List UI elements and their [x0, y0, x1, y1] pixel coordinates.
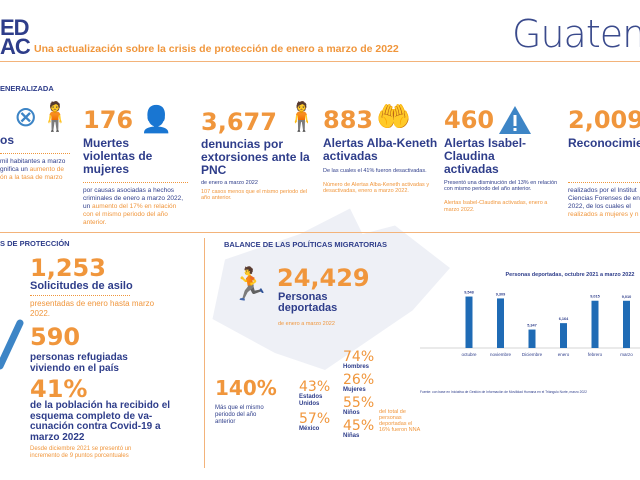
gender-stat-men: 74% Hombres — [343, 349, 375, 370]
asylum-label: Solicitudes de asilo — [30, 280, 133, 292]
section-title-protection: S DE PROTECCIÓN — [0, 239, 70, 248]
isabel-label: Alertas Isabel-Claudina activadas — [444, 136, 527, 176]
asylum-number: 1,253 — [30, 254, 106, 282]
divider — [0, 232, 640, 233]
refugees-label: personas refugiadas viviendo en el país — [30, 352, 128, 374]
alba-note: Número de Alertas Alba-Keneth activadas … — [323, 182, 430, 194]
dotted-line — [0, 150, 70, 154]
gender-stat-boys: 55% Niños — [343, 395, 375, 416]
extortion-desc: de enero a marzo 2022 — [201, 180, 258, 186]
bar-value-label: 9,548 — [464, 291, 474, 295]
origin-stat-us: 43% Estados Unidos — [299, 379, 331, 407]
gender-stat-girls: 45% Niñas — [343, 418, 375, 439]
section-title-violence: ENERALIZADA — [0, 84, 54, 93]
vaccine-label: de la población ha recibido el esquema c… — [30, 400, 171, 443]
bar-value-label: 9,010 — [622, 295, 632, 299]
deported-desc: de enero a marzo 2022 — [278, 321, 335, 327]
chart-source: Fuente: con base en Iniciativa de Gestió… — [420, 390, 587, 394]
bar-value-label: 9,015 — [590, 295, 600, 299]
bar-value-label: 6,164 — [559, 317, 569, 321]
women-desc: por causas asociadas a hechos criminales… — [83, 182, 188, 227]
homicides-label: os — [0, 133, 15, 147]
warning-icon — [499, 106, 531, 134]
bar-value-label: 5,347 — [527, 324, 537, 328]
refugees-number: 590 — [30, 323, 81, 351]
bar-febrero — [591, 300, 599, 348]
extortion-number: 3,677 — [201, 108, 277, 136]
divider — [0, 61, 640, 62]
x-tick-label: enero — [558, 352, 570, 357]
increase-label: Más que el mismo periodo del año anterio… — [215, 405, 264, 425]
deported-bar-chart: Personas deportadas, octubre 2021 a marz… — [420, 272, 640, 394]
bar-noviembre — [497, 298, 504, 348]
bar-Diciembre — [528, 329, 536, 348]
bar-value-label: 9,309 — [496, 292, 506, 296]
women-label: Muertes violentas de mujeres — [83, 136, 153, 176]
medical-number: 2,009 — [568, 106, 640, 134]
medical-label: Reconocimiento médicos por de sexuales — [568, 137, 640, 150]
medical-desc: realizados por el Institut Ciencias Fore… — [568, 182, 640, 219]
x-tick-label: octubre — [461, 352, 477, 357]
bar-marzo — [623, 300, 630, 348]
woman-x-icon: 👤 — [140, 104, 173, 134]
bar-octubre — [465, 296, 473, 348]
dotted-line — [30, 293, 130, 296]
person-alert-icon: 🧍 — [284, 101, 319, 132]
extortion-note: 107 casos menos que el mismo periodo del… — [201, 189, 308, 201]
x-tick-label: marzo — [620, 352, 633, 357]
x-tick-label: febrero — [588, 352, 603, 357]
alba-desc: De las cuales el 41% fueron desactivadas… — [323, 168, 427, 174]
vaccine-desc: Desde diciembre 2021 se presentó un incr… — [30, 446, 132, 459]
checkmark-icon — [0, 319, 24, 370]
deported-number: 24,429 — [277, 264, 370, 292]
x-tick-label: noviembre — [490, 352, 512, 357]
origin-stat-mx: 57% México — [299, 411, 331, 432]
person-x-icon: ⊗🧍 — [14, 101, 73, 132]
divider — [204, 238, 205, 468]
increase-number: 140% — [215, 376, 277, 400]
isabel-note: Alertas Isabel-Claudina activadas, enero… — [444, 200, 548, 213]
section-title-migration: BALANCE DE LAS POLÍTICAS MIGRATORIAS — [224, 240, 388, 249]
isabel-desc: Presentó una disminución del 13% en rela… — [444, 180, 558, 192]
bar-enero — [560, 323, 567, 348]
alba-label: Alertas Alba-Keneth activadas — [323, 136, 438, 163]
person-deported-icon: 🏃 — [230, 266, 270, 302]
tagline: Una actualización sobre la crisis de pro… — [34, 43, 399, 55]
x-tick-label: Diciembre — [522, 352, 543, 357]
deported-label: Personas deportadas — [278, 291, 338, 314]
asylum-desc: presentadas de enero hasta marzo 2022. — [30, 299, 155, 318]
chart-title: Personas deportadas, octubre 2021 a marz… — [505, 272, 634, 278]
women-number: 176 — [83, 106, 134, 134]
gender-stat-women: 26% Mujeres — [343, 372, 375, 393]
extortion-label: denuncias por extorsiones ante la PNC — [201, 137, 310, 177]
hands-child-icon: 🤲 — [376, 101, 411, 132]
alba-number: 883 — [323, 106, 374, 134]
vaccine-number: 41% — [30, 375, 88, 403]
nna-note: del total de personas deportadas el 16% … — [379, 409, 421, 433]
homicides-desc: mil habitantes a marzo gnifica un aumento… — [0, 158, 66, 181]
logo: ED AC — [0, 15, 31, 59]
isabel-number: 460 — [444, 106, 495, 134]
country-title: Guatem — [512, 12, 640, 56]
